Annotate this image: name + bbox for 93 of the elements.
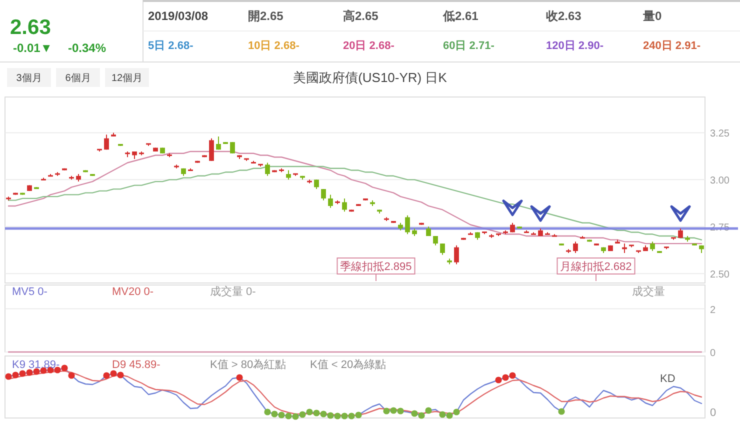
point [33, 368, 40, 375]
point [306, 408, 313, 416]
point [61, 364, 68, 372]
text: 收2.63 [546, 9, 582, 23]
point [334, 412, 341, 420]
point [103, 372, 110, 379]
text: 12個月 [111, 73, 143, 84]
point [453, 408, 460, 416]
y-tick-label: 2.75 [710, 222, 730, 234]
candlestick [265, 162, 270, 176]
annotation: K值 < 20為綠點 [310, 358, 386, 371]
text: 120日 2.90- [546, 40, 604, 52]
point [299, 411, 306, 418]
text: 2019/03/08 [148, 9, 208, 23]
point [439, 411, 446, 418]
text: 20日 2.68- [343, 40, 395, 52]
candlestick [342, 198, 347, 212]
point [5, 373, 12, 380]
point [355, 412, 362, 418]
text: -0.34% [68, 41, 106, 55]
point [390, 407, 397, 414]
text: 2.63 [10, 16, 51, 39]
annotation: D9 45.89- [112, 359, 161, 371]
point [502, 374, 509, 381]
candlestick [314, 179, 319, 190]
text: 3個月 [16, 73, 42, 84]
point [425, 407, 432, 414]
point [446, 412, 453, 419]
candlestick [454, 244, 459, 265]
y-tick-label: 3.25 [710, 128, 730, 140]
annotation: 成交量 0- [210, 285, 256, 298]
line-series [8, 166, 702, 240]
candlestick [405, 214, 410, 235]
point [327, 412, 334, 419]
point [397, 408, 404, 414]
chart-title: 美國政府債(US10-YR) 日K [293, 70, 448, 85]
point [271, 410, 278, 418]
annotation: KD [660, 373, 676, 385]
text: 量0 [642, 9, 662, 23]
text: 低2.61 [442, 9, 479, 23]
annotation: MV5 0- [12, 286, 48, 298]
annotation: 月線扣抵2.682 [560, 261, 632, 273]
annotation: K值 > 80為紅點 [210, 359, 286, 371]
point [418, 412, 425, 419]
point [341, 412, 348, 420]
point [292, 413, 299, 420]
y-tick-label: 3.00 [710, 176, 730, 187]
point [285, 412, 292, 420]
point [26, 369, 33, 376]
candlestick [209, 138, 214, 162]
point [19, 370, 26, 377]
point [110, 370, 117, 377]
candlestick [433, 236, 438, 246]
point [320, 410, 327, 418]
candlestick [216, 136, 221, 150]
y-tick-label: 2 [710, 304, 716, 316]
annotation: MV20 0- [112, 286, 154, 298]
candlestick [678, 228, 683, 238]
candlestick [321, 188, 326, 201]
point [68, 372, 75, 379]
point [236, 374, 243, 381]
y-tick-label: 0 [710, 348, 716, 359]
point [313, 410, 320, 416]
point [348, 412, 355, 420]
candlestick [573, 241, 578, 254]
text: 10日 2.68- [248, 40, 300, 52]
point [383, 408, 390, 414]
candlestick [510, 222, 515, 233]
annotation: K9 31.89- [12, 359, 60, 371]
candlestick [286, 170, 291, 180]
text: 6個月 [65, 73, 91, 84]
text: -0.01▼ [13, 41, 52, 55]
point [495, 376, 502, 384]
candlestick [440, 243, 445, 256]
point [278, 412, 285, 418]
point [117, 372, 124, 378]
candlestick [230, 142, 235, 154]
candlestick [104, 134, 109, 150]
candlestick [650, 241, 655, 252]
candlestick [328, 194, 333, 208]
annotation: 成交量 [632, 285, 665, 298]
text: 開2.65 [248, 9, 284, 23]
text: 60日 2.71- [443, 40, 495, 52]
point [411, 410, 418, 417]
point [264, 408, 271, 416]
point [12, 372, 19, 378]
y-tick-label: 2.50 [710, 270, 730, 281]
annotation: 季線扣抵2.895 [340, 260, 412, 273]
point [558, 408, 565, 415]
point [509, 372, 516, 379]
text: 240日 2.91- [643, 40, 701, 52]
text: 高2.65 [343, 9, 379, 23]
text: 5日 2.68- [148, 40, 194, 52]
